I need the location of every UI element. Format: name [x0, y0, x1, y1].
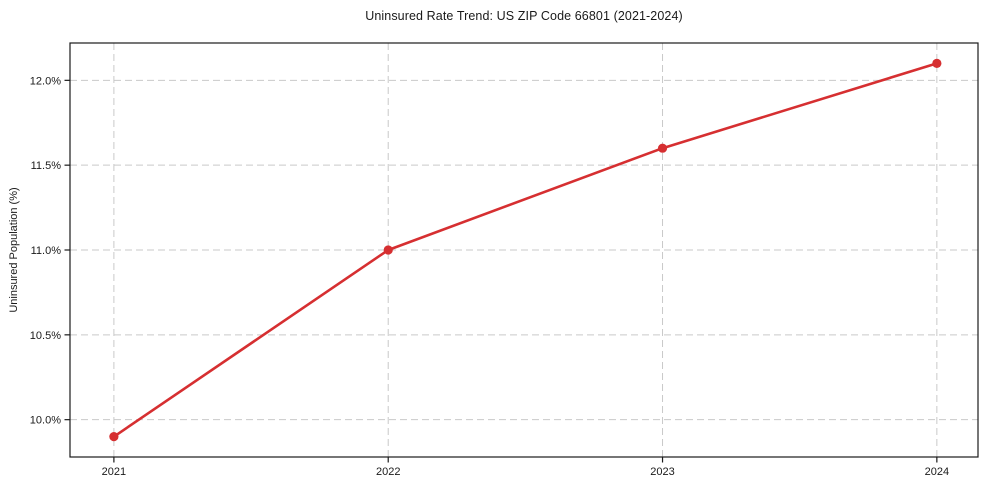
- data-point: [657, 143, 668, 153]
- x-tick-label: 2023: [650, 466, 674, 478]
- trend-line: [112, 62, 939, 438]
- x-tick-label: 2024: [925, 466, 949, 478]
- x-tick-label: 2022: [376, 466, 400, 478]
- x-tick-label: 2021: [102, 466, 126, 478]
- y-tick-label: 10.5%: [30, 330, 61, 342]
- y-tick-label: 11.0%: [31, 245, 62, 257]
- data-point: [109, 432, 119, 442]
- y-tick-label: 12.0%: [30, 75, 61, 87]
- chart-title: Uninsured Rate Trend: US ZIP Code 66801 …: [365, 9, 683, 23]
- y-tick-label: 10.0%: [30, 415, 61, 427]
- data-point: [383, 245, 393, 255]
- plot-frame: [69, 42, 979, 458]
- y-tick-label: 11.5%: [31, 160, 62, 172]
- data-point: [932, 58, 942, 68]
